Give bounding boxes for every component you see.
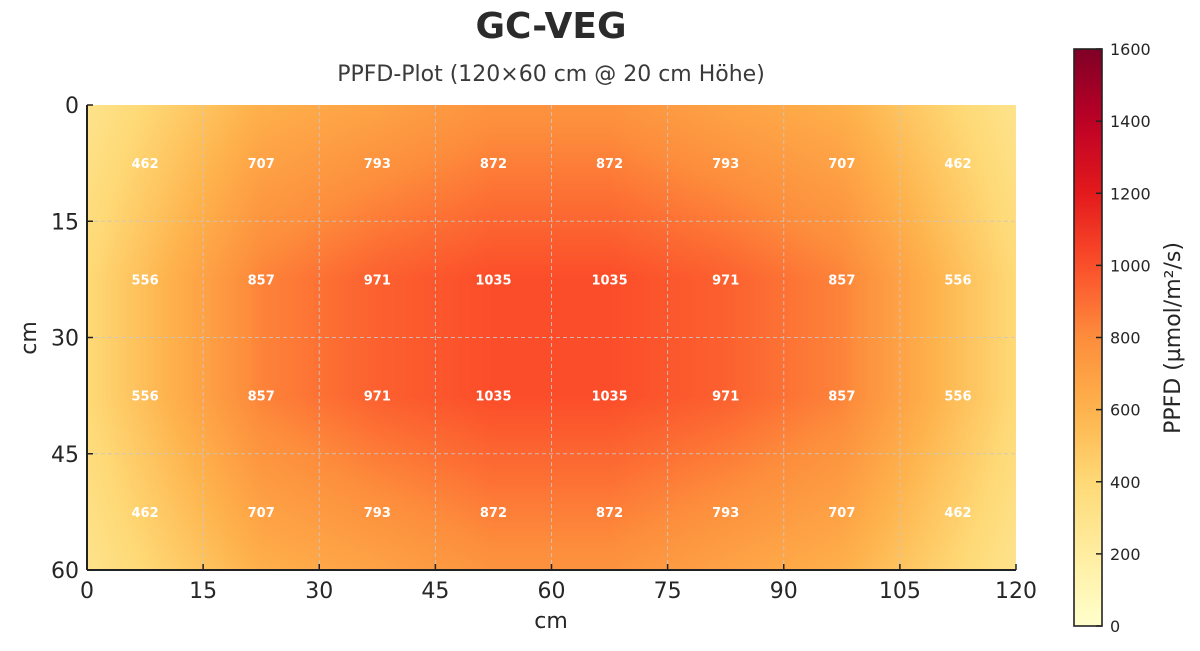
cell-value-label: 793 xyxy=(712,157,739,172)
x-tick-label: 0 xyxy=(80,579,94,604)
x-tick-label: 30 xyxy=(305,579,333,604)
cell-value-label: 707 xyxy=(248,157,275,172)
chart-title: GC-VEG xyxy=(475,6,627,47)
colorbar-tick-label: 400 xyxy=(1110,473,1141,492)
x-tick-label: 105 xyxy=(879,579,921,604)
axes: 0 15 30 45 60 75 90 105 120 0 15 30 45 60 xyxy=(51,94,1037,604)
x-tick-label: 90 xyxy=(770,579,798,604)
cell-value-label: 857 xyxy=(828,273,855,288)
y-tick-label: 15 xyxy=(51,210,79,235)
colorbar: 0 200 400 600 800 1000 1200 1400 1600 PPFD (µmol… xyxy=(1073,40,1186,636)
cell-value-label: 707 xyxy=(828,506,855,521)
x-tick-label: 60 xyxy=(538,579,566,604)
cell-value-label: 793 xyxy=(364,157,391,172)
cell-value-label: 1035 xyxy=(475,390,511,405)
cell-value-label: 1035 xyxy=(591,390,627,405)
cell-value-label: 707 xyxy=(248,506,275,521)
cell-value-label: 971 xyxy=(712,273,739,288)
cell-value-label: 556 xyxy=(131,273,158,288)
cell-value-label: 872 xyxy=(596,157,623,172)
x-tick-label: 15 xyxy=(189,579,217,604)
y-axis-label: cm xyxy=(17,321,42,355)
plot-area: 462 707 793 872 872 793 707 462 556 857 971 1035 103… xyxy=(51,94,1037,604)
cell-value-label: 462 xyxy=(944,506,971,521)
y-tick-label: 30 xyxy=(51,327,79,352)
chart-subtitle: PPFD-Plot (120×60 cm @ 20 cm Höhe) xyxy=(337,62,765,87)
colorbar-tick-label: 1200 xyxy=(1110,184,1151,203)
y-tick-label: 0 xyxy=(65,94,79,119)
cell-value-label: 872 xyxy=(480,157,507,172)
cell-labels: 462 707 793 872 872 793 707 462 556 857 971 1035 103… xyxy=(131,157,971,521)
y-tick-label: 60 xyxy=(51,559,79,584)
cell-value-label: 462 xyxy=(131,157,158,172)
colorbar-tick-label: 1000 xyxy=(1110,256,1151,275)
cell-value-label: 707 xyxy=(828,157,855,172)
cell-value-label: 971 xyxy=(364,390,391,405)
cell-value-label: 793 xyxy=(364,506,391,521)
x-tick-label: 120 xyxy=(995,579,1037,604)
cell-value-label: 872 xyxy=(596,506,623,521)
x-tick-label: 75 xyxy=(654,579,682,604)
cell-value-label: 857 xyxy=(248,273,275,288)
cell-value-label: 462 xyxy=(131,506,158,521)
colorbar-tick-label: 1400 xyxy=(1110,112,1151,131)
colorbar-tick-label: 0 xyxy=(1110,617,1120,636)
colorbar-tick-label: 200 xyxy=(1110,545,1141,564)
cell-value-label: 1035 xyxy=(591,273,627,288)
colorbar-ticks: 0 200 400 600 800 1000 1200 1400 1600 xyxy=(1096,40,1151,636)
cell-value-label: 1035 xyxy=(475,273,511,288)
cell-value-label: 556 xyxy=(944,273,971,288)
cell-value-label: 556 xyxy=(944,390,971,405)
cell-value-label: 971 xyxy=(364,273,391,288)
colorbar-frame xyxy=(1073,48,1103,627)
colorbar-tick-label: 1600 xyxy=(1110,40,1151,59)
y-tick-label: 45 xyxy=(51,443,79,468)
cell-value-label: 857 xyxy=(828,390,855,405)
colorbar-tick-label: 600 xyxy=(1110,401,1141,420)
x-tick-label: 45 xyxy=(421,579,449,604)
cell-value-label: 971 xyxy=(712,390,739,405)
colorbar-label: PPFD (µmol/m²/s) xyxy=(1161,242,1186,434)
cell-value-label: 857 xyxy=(248,390,275,405)
cell-value-label: 793 xyxy=(712,506,739,521)
x-axis-label: cm xyxy=(534,609,568,634)
grid-lines xyxy=(87,105,1016,570)
cell-value-label: 462 xyxy=(944,157,971,172)
cell-value-label: 872 xyxy=(480,506,507,521)
cell-value-label: 556 xyxy=(131,390,158,405)
colorbar-tick-label: 800 xyxy=(1110,329,1141,348)
